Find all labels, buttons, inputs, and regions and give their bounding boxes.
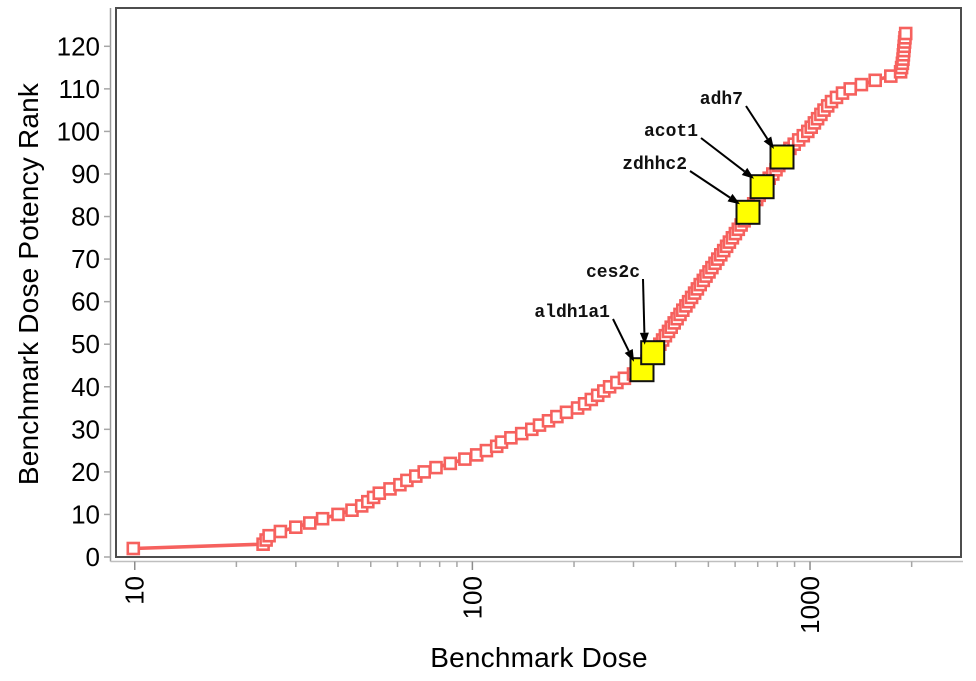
plot-frame: [115, 7, 962, 558]
data-point-marker: [868, 73, 883, 88]
data-point-marker: [504, 430, 518, 445]
x-tick-label: 10: [120, 576, 150, 605]
annotation-arrowhead-ces2c: [639, 332, 649, 345]
data-point-marker: [417, 465, 432, 479]
x-axis-title: Benchmark Dose: [430, 642, 648, 673]
data-point-marker: [315, 511, 330, 526]
highlighted-point-acot1: [749, 174, 775, 200]
highlighted-point-zdhhc2: [735, 199, 761, 225]
annotation-label-zdhhc2: zdhhc2: [622, 155, 687, 175]
y-tick-label: 70: [71, 244, 100, 274]
y-tick-label: 10: [71, 499, 100, 529]
annotation-arrow-line-zdhhc2: [689, 170, 731, 199]
y-tick-label: 20: [71, 457, 100, 487]
data-point-marker: [273, 524, 288, 539]
y-tick-label: 60: [71, 287, 100, 317]
y-tick-label: 50: [71, 329, 100, 359]
annotation-arrowhead-acot1: [741, 167, 755, 179]
series-line: [133, 33, 908, 551]
data-point-marker: [372, 486, 387, 501]
annotation-arrowhead-adh7: [763, 136, 774, 149]
data-point-marker: [126, 541, 141, 556]
data-point-marker: [331, 507, 345, 522]
data-point-marker: [898, 26, 913, 41]
annotation-label-ces2c: ces2c: [586, 263, 640, 283]
y-tick-label: 110: [59, 74, 100, 104]
data-point-marker: [262, 528, 276, 543]
annotation-arrow-line-adh7: [745, 105, 769, 140]
annotation-arrowhead-aldh1a1: [624, 348, 635, 362]
annotation-arrowhead-zdhhc2: [727, 193, 740, 205]
annotation-arrow-line-aldh1a1: [612, 318, 630, 352]
data-point-marker: [429, 460, 443, 475]
x-tick-label: 100: [457, 576, 487, 619]
y-tick-label: 100: [57, 116, 100, 146]
highlighted-point-ces2c: [640, 340, 666, 366]
y-tick-label: 30: [71, 414, 100, 444]
annotation-label-acot1: acot1: [644, 122, 698, 142]
data-point-marker: [559, 405, 574, 420]
annotation-arrow-line-acot1: [700, 137, 746, 173]
data-point-marker: [302, 516, 317, 530]
y-tick-label: 120: [57, 31, 100, 61]
y-tick-label: 90: [71, 159, 100, 189]
y-tick-label: 80: [71, 202, 100, 232]
annotation-arrow-line-ces2c: [642, 278, 646, 333]
data-point-marker: [443, 456, 458, 471]
data-point-marker: [288, 520, 303, 535]
data-point-marker: [843, 82, 858, 96]
highlighted-point-adh7: [769, 144, 795, 170]
annotation-label-aldh1a1: aldh1a1: [534, 303, 610, 323]
y-tick-label: 40: [71, 372, 100, 402]
y-axis-title: Benchmark Dose Potency Rank: [13, 82, 44, 486]
y-tick-label: 0: [86, 542, 100, 572]
annotation-label-adh7: adh7: [700, 90, 743, 110]
data-point-marker: [458, 452, 472, 466]
data-point-marker: [854, 77, 869, 92]
x-tick-label: 1000: [795, 576, 825, 634]
